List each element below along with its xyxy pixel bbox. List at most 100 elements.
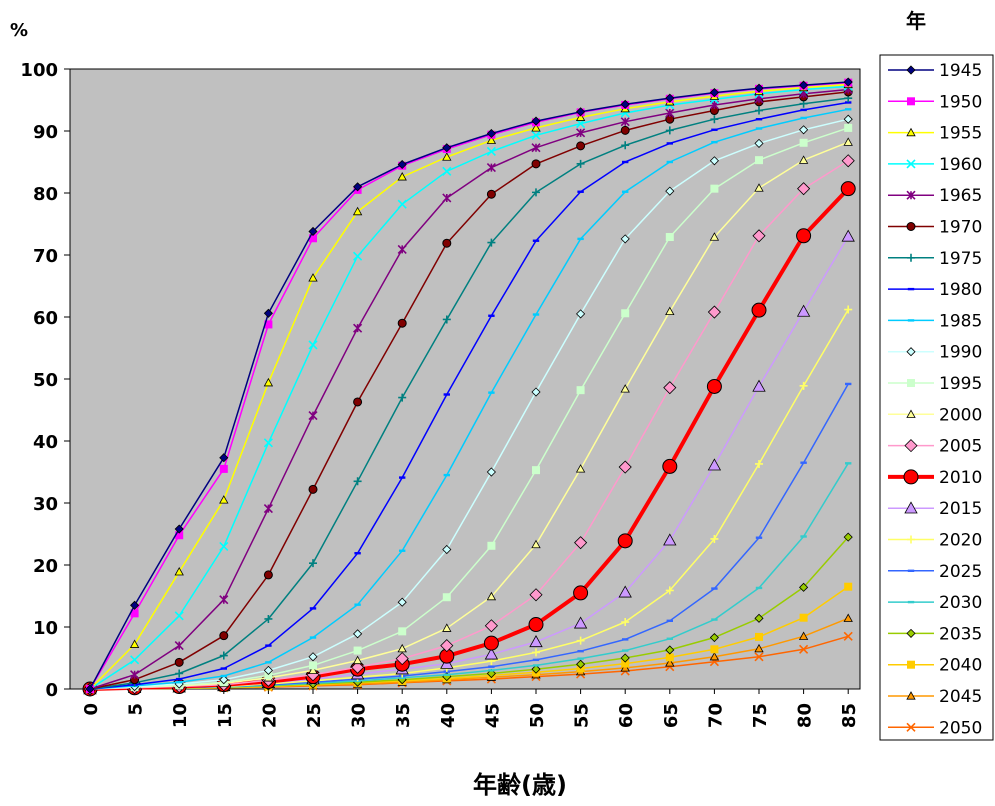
legend-item: 2020 — [888, 531, 982, 551]
data-point — [663, 381, 677, 395]
series-line — [89, 81, 849, 690]
data-point — [755, 459, 763, 468]
data-point — [755, 586, 763, 590]
data-point — [621, 141, 630, 150]
data-point — [751, 302, 767, 318]
data-point — [666, 637, 673, 640]
data-point — [799, 613, 808, 622]
data-point — [709, 632, 719, 643]
data-point — [353, 646, 362, 655]
data-point — [264, 671, 273, 680]
plot-area — [69, 68, 861, 690]
legend-label: 1995 — [939, 374, 982, 394]
data-point — [531, 664, 541, 674]
data-point — [620, 234, 630, 244]
data-point — [577, 649, 584, 653]
series-line — [89, 85, 849, 690]
data-point — [845, 108, 852, 111]
data-point — [531, 130, 541, 140]
data-point — [799, 125, 809, 135]
y-tick-label: 70 — [33, 246, 58, 267]
data-point — [354, 552, 361, 555]
y-tick-label: 10 — [33, 618, 58, 639]
data-point — [665, 653, 674, 662]
data-point — [754, 613, 764, 623]
x-tick-label: 50 — [527, 703, 548, 728]
data-point — [710, 645, 719, 654]
data-point — [488, 391, 495, 394]
data-point — [799, 138, 808, 147]
data-point — [488, 665, 495, 668]
data-point — [906, 127, 916, 137]
y-tick-label: 0 — [45, 680, 58, 701]
data-point — [907, 535, 915, 544]
x-axis-title: 年齢(歳) — [473, 771, 567, 799]
series-1945 — [85, 77, 853, 694]
data-point — [130, 670, 140, 680]
y-tick-label: 100 — [20, 60, 58, 81]
data-point — [219, 651, 228, 660]
data-point — [352, 206, 363, 216]
data-point — [576, 107, 586, 117]
data-point — [353, 477, 362, 486]
data-point — [620, 125, 630, 135]
data-point — [397, 318, 407, 328]
data-point — [845, 462, 852, 465]
data-point — [529, 635, 543, 648]
data-point — [843, 613, 853, 622]
data-point — [710, 534, 719, 543]
x-tick-label: 10 — [170, 703, 191, 728]
data-point — [754, 83, 764, 93]
legend-item: 1980 — [888, 280, 982, 300]
y-tick-label: 90 — [33, 122, 58, 143]
data-point — [843, 77, 853, 87]
data-point — [907, 319, 915, 322]
x-tick-label: 15 — [215, 703, 236, 728]
data-point — [353, 182, 363, 192]
data-point — [710, 184, 719, 193]
data-point — [174, 641, 184, 651]
data-point — [308, 273, 318, 282]
data-point — [709, 156, 719, 166]
data-point — [442, 152, 452, 161]
data-point — [845, 382, 852, 386]
data-point — [706, 378, 722, 394]
data-point — [263, 308, 273, 318]
data-point — [532, 313, 540, 316]
data-point — [353, 323, 363, 333]
data-point — [175, 669, 184, 678]
y-tick-label: 30 — [33, 494, 58, 515]
data-point — [309, 559, 317, 568]
legend: 1945 1950 1955 1960 1965 1970 1975 1980 1985 1990… — [888, 61, 982, 738]
data-point — [573, 585, 589, 601]
legend-item: 2005 — [888, 437, 982, 457]
data-point — [351, 660, 365, 674]
data-point — [800, 116, 807, 120]
data-point — [665, 93, 675, 103]
series-line — [89, 83, 849, 690]
data-point — [711, 587, 718, 590]
series-line — [89, 141, 849, 690]
y-tick-label: 20 — [33, 556, 58, 577]
x-tick-label: 20 — [259, 703, 280, 728]
data-point — [532, 664, 540, 667]
data-point — [796, 228, 812, 244]
legend-item: 2015 — [888, 499, 982, 519]
legend-label: 2040 — [939, 656, 982, 676]
data-point — [487, 541, 496, 550]
legend-item: 2045 — [888, 687, 982, 707]
data-point — [840, 181, 856, 197]
data-point — [309, 607, 317, 610]
data-point — [219, 495, 229, 504]
data-point — [130, 609, 139, 618]
data-point — [308, 484, 318, 494]
data-point — [844, 305, 853, 314]
legend-item: 1990 — [888, 343, 982, 363]
data-point — [709, 232, 720, 241]
x-tick-label: 5 — [126, 703, 147, 716]
data-point — [754, 643, 764, 653]
data-point — [174, 524, 184, 534]
data-point — [265, 644, 272, 647]
data-point — [176, 677, 183, 681]
data-point — [621, 618, 630, 627]
